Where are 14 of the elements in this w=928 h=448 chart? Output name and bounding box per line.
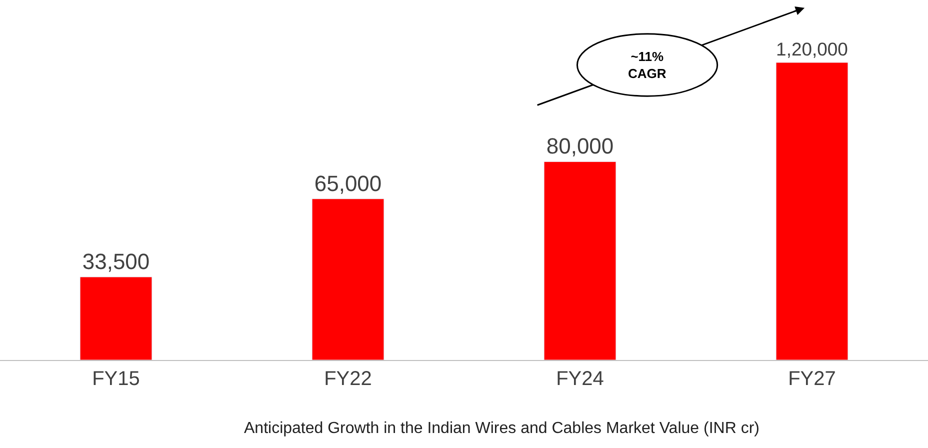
x-tick-label: FY22 [324,368,372,390]
data-label: 80,000 [546,134,614,159]
x-tick-label: FY15 [92,368,140,390]
bar [544,161,616,360]
text: Anticipated Growth in the Indian Wires and Cables Market Value (INR cr) [244,420,760,437]
x-tick-label: FY24 [556,368,604,390]
bar [312,198,384,360]
annotation: ~11% CAGR [628,49,667,81]
data-label: 65,000 [314,170,382,196]
x-tick-label: FY27 [788,368,836,390]
data-label: 33,500 [82,248,150,274]
bar [776,62,848,360]
data-label: 1,20,000 [776,38,848,60]
bar [80,276,152,360]
